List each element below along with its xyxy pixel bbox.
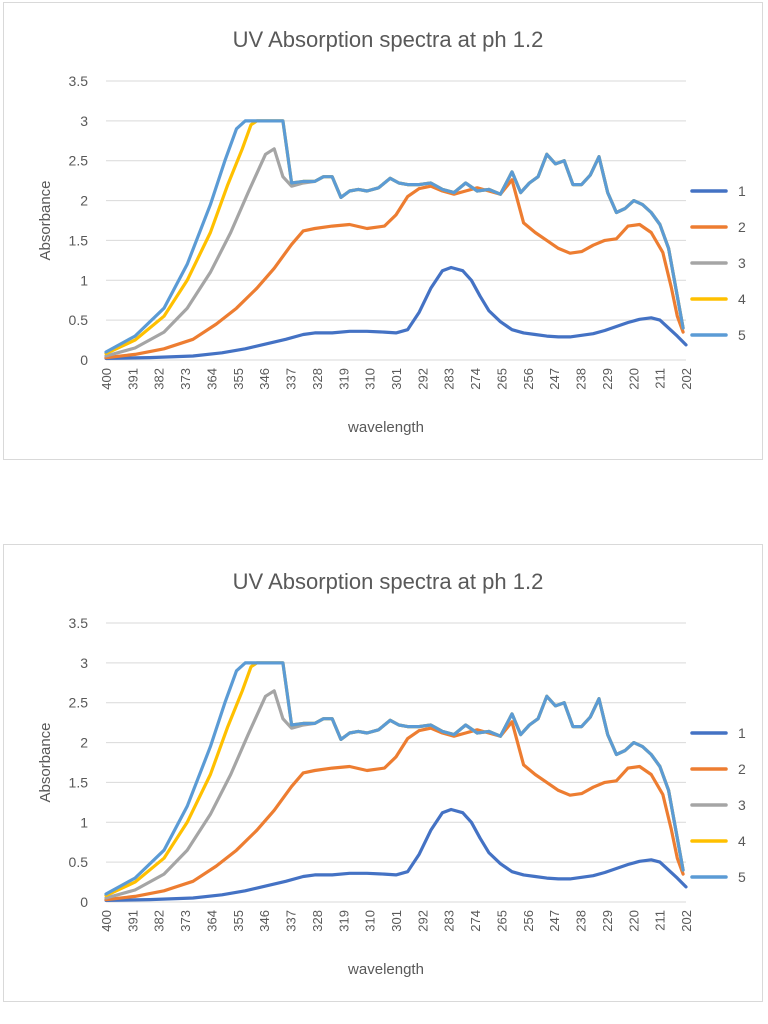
x-tick-label: 256 (521, 368, 536, 390)
y-tick-label: 1 (80, 814, 88, 830)
x-tick-label: 238 (574, 910, 589, 932)
x-tick-label: 292 (415, 368, 430, 390)
x-tick-label: 265 (494, 368, 509, 390)
x-tick-label: 382 (152, 368, 167, 390)
x-tick-label: 328 (310, 368, 325, 390)
legend-label: 4 (738, 291, 746, 307)
x-tick-label: 229 (600, 368, 615, 390)
legend-label: 2 (738, 219, 746, 235)
x-tick-label: 355 (231, 368, 246, 390)
x-tick-label: 256 (521, 910, 536, 932)
x-tick-label: 364 (204, 368, 219, 390)
y-tick-label: 1.5 (69, 774, 89, 790)
y-tick-label: 2 (80, 735, 88, 751)
y-tick-label: 2.5 (69, 153, 89, 169)
x-tick-label: 346 (257, 368, 272, 390)
x-tick-label: 202 (679, 368, 694, 390)
y-tick-label: 1.5 (69, 232, 89, 248)
x-tick-label: 319 (336, 910, 351, 932)
series-line-4 (104, 119, 685, 356)
x-tick-label: 220 (626, 368, 641, 390)
x-tick-label: 247 (547, 368, 562, 390)
legend-label: 5 (738, 327, 746, 343)
x-tick-label: 373 (178, 910, 193, 932)
series-line-2 (104, 178, 685, 360)
x-tick-label: 319 (336, 368, 351, 390)
x-tick-label: 211 (653, 368, 668, 389)
x-tick-label: 337 (284, 910, 299, 932)
x-tick-label: 346 (257, 910, 272, 932)
x-tick-label: 238 (574, 368, 589, 390)
x-tick-label: 265 (494, 910, 509, 932)
x-tick-label: 355 (231, 910, 246, 932)
y-tick-label: 3.5 (69, 73, 89, 89)
y-tick-label: 3 (80, 655, 88, 671)
x-tick-label: 301 (389, 368, 404, 390)
y-tick-label: 0.5 (69, 854, 89, 870)
x-tick-label: 274 (468, 368, 483, 390)
chart-panel-bottom: UV Absorption spectra at ph 1.2 0 0.5 1 1.5 2… (3, 544, 763, 1002)
legend-label: 4 (738, 833, 746, 849)
y-tick-label: 3 (80, 113, 88, 129)
x-tick-label: 382 (152, 910, 167, 932)
y-tick-label: 2.5 (69, 695, 89, 711)
x-tick-label: 283 (442, 368, 457, 390)
y-tick-label: 0 (80, 352, 88, 368)
uv-chart-top: UV Absorption spectra at ph 1.2 0 0.5 1 1.5 2… (37, 27, 746, 436)
x-tick-label: 310 (363, 910, 378, 932)
y-tick-label: 0 (80, 894, 88, 910)
y-tick-label: 3.5 (69, 615, 89, 631)
x-tick-label: 220 (626, 910, 641, 932)
chart-title: UV Absorption spectra at ph 1.2 (233, 569, 544, 594)
x-tick-label: 337 (284, 368, 299, 390)
series-line-4 (104, 661, 685, 898)
y-axis-label: Absorbance (37, 180, 54, 260)
legend-label: 5 (738, 869, 746, 885)
x-tick-label: 328 (310, 910, 325, 932)
y-tick-label: 0.5 (69, 312, 89, 328)
y-axis-label: Absorbance (37, 722, 54, 802)
x-tick-label: 292 (415, 910, 430, 932)
y-tick-label: 2 (80, 193, 88, 209)
x-tick-label: 283 (442, 910, 457, 932)
legend-label: 1 (738, 183, 746, 199)
chart-panel-top: UV Absorption spectra at ph 1.2 0 0.5 1 1.5 2… (3, 2, 763, 460)
legend-label: 1 (738, 725, 746, 741)
series-line-1 (104, 265, 688, 360)
legend-label: 3 (738, 255, 746, 271)
x-tick-label: 391 (125, 368, 140, 390)
chart-title: UV Absorption spectra at ph 1.2 (233, 27, 544, 52)
x-tick-label: 310 (363, 368, 378, 390)
x-axis-label: wavelength (347, 961, 424, 978)
x-tick-label: 229 (600, 910, 615, 932)
series-line-5 (104, 661, 685, 896)
legend-label: 2 (738, 761, 746, 777)
series-line-5 (104, 119, 685, 354)
x-tick-label: 247 (547, 910, 562, 932)
x-tick-label: 211 (653, 910, 668, 931)
x-tick-label: 202 (679, 910, 694, 932)
legend-label: 3 (738, 797, 746, 813)
x-tick-label: 400 (99, 910, 114, 932)
x-tick-label: 400 (99, 368, 114, 390)
x-tick-label: 274 (468, 910, 483, 932)
y-tick-label: 1 (80, 272, 88, 288)
x-tick-label: 391 (125, 910, 140, 932)
x-axis-label: wavelength (347, 419, 424, 436)
series-line-2 (104, 720, 685, 902)
x-tick-label: 373 (178, 368, 193, 390)
uv-chart-bottom: UV Absorption spectra at ph 1.2 0 0.5 1 1.5 2… (37, 569, 746, 978)
series-line-1 (104, 807, 688, 902)
x-tick-label: 301 (389, 910, 404, 932)
x-tick-label: 364 (204, 910, 219, 932)
